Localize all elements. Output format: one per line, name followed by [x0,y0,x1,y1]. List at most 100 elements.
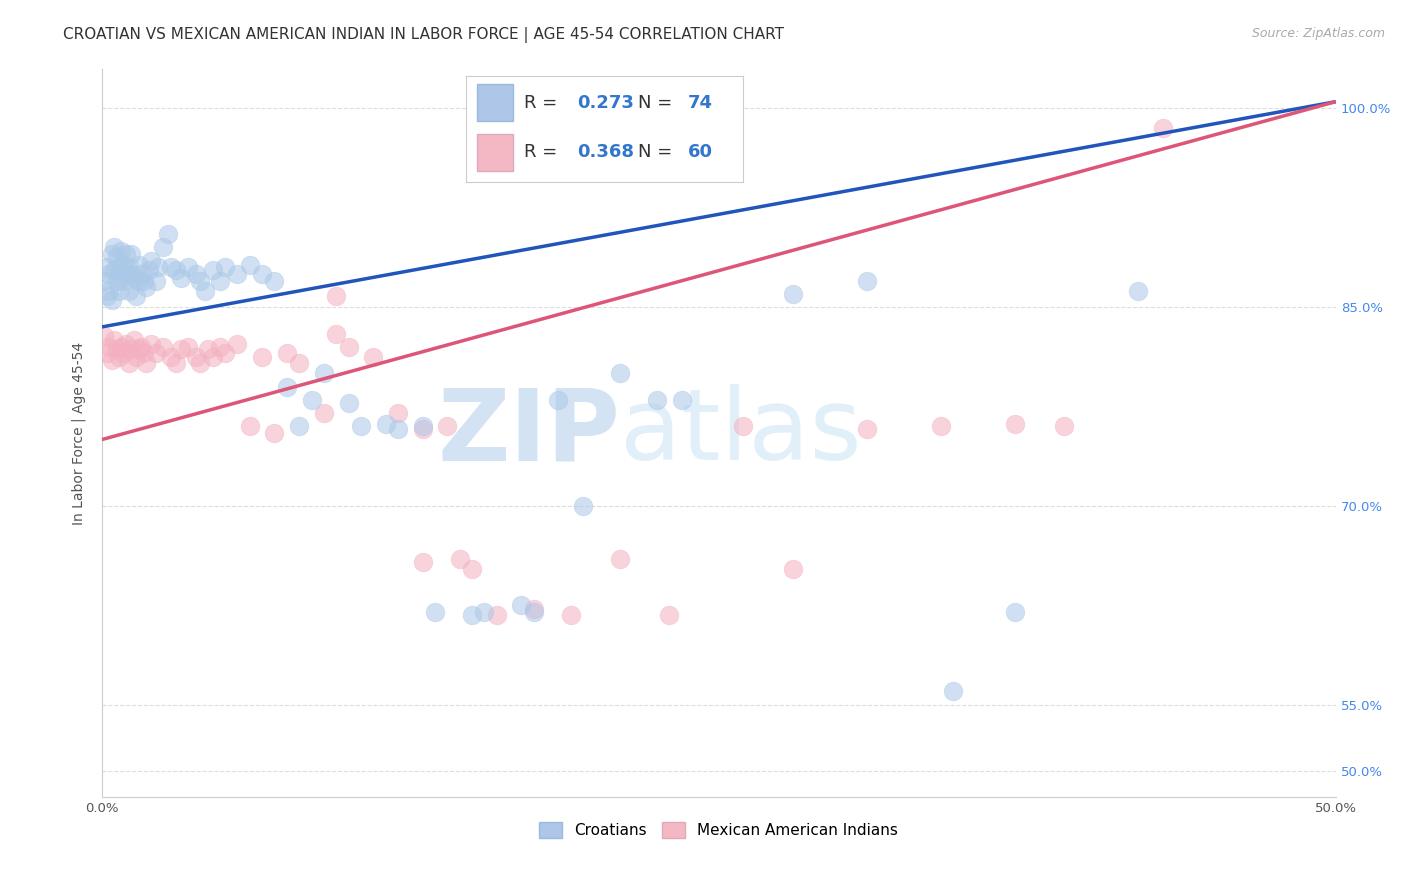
Point [105,343,128,357]
Point [239,258,262,272]
Point [118,356,141,370]
Point [145,346,167,360]
Text: ZIP: ZIP [437,384,620,482]
Point [782,562,804,576]
Point [132,346,155,360]
Point [105,274,128,288]
Point [782,286,804,301]
Point [139,337,162,351]
Point [177,260,200,275]
Point [423,605,446,619]
Point [125,351,148,365]
Point [110,244,132,259]
Y-axis label: In Labor Force | Age 45-54: In Labor Force | Age 45-54 [72,342,86,524]
Point [312,406,335,420]
Point [523,605,546,619]
Point [170,343,193,357]
Point [170,271,193,285]
Point [209,274,232,288]
Point [609,552,631,566]
Point [100,247,122,261]
Point [184,351,207,365]
Point [250,267,273,281]
Point [510,599,533,613]
Point [152,340,174,354]
Point [226,267,249,281]
Point [856,422,879,436]
Point [263,425,285,440]
Point [105,250,128,264]
Point [177,340,200,354]
Point [239,419,262,434]
Point [190,356,212,370]
Point [135,356,157,370]
Point [194,284,217,298]
Point [110,267,132,281]
Point [98,284,121,298]
Point [108,260,131,275]
Point [436,419,458,434]
Point [129,340,152,354]
Point [325,326,347,341]
Point [1053,419,1076,434]
Point [122,271,145,285]
Point [115,267,138,281]
Point [115,337,138,351]
Point [118,260,141,275]
Point [129,267,152,281]
Point [132,274,155,288]
Point [263,274,285,288]
Point [165,356,187,370]
Point [120,267,142,281]
Point [929,419,952,434]
Point [1004,417,1026,431]
Point [112,274,135,288]
Point [1152,121,1174,136]
Point [412,419,434,434]
Point [98,267,121,281]
Point [645,392,668,407]
Point [547,392,569,407]
Point [387,406,409,420]
Point [733,419,755,434]
Point [337,340,360,354]
Point [139,253,162,268]
Point [361,351,384,365]
Point [197,343,219,357]
Point [93,329,115,343]
Point [387,422,409,436]
Point [523,602,546,616]
Point [110,340,132,354]
Point [337,395,360,409]
Point [301,392,323,407]
Point [96,289,118,303]
Point [609,367,631,381]
Point [560,607,582,622]
Point [226,337,249,351]
Point [128,274,150,288]
Point [96,346,118,360]
Point [98,340,121,354]
Point [128,343,150,357]
Point [100,353,122,368]
Point [856,274,879,288]
Point [165,263,187,277]
Point [138,263,160,277]
Point [103,240,125,254]
Legend: Croatians, Mexican American Indians: Croatians, Mexican American Indians [533,816,904,845]
Point [209,340,232,354]
Point [276,379,298,393]
Point [449,552,471,566]
Point [572,499,595,513]
Point [145,274,167,288]
Point [350,419,373,434]
Point [325,289,347,303]
Point [201,263,224,277]
Point [122,333,145,347]
Point [96,260,118,275]
Point [103,263,125,277]
Point [159,260,181,275]
Point [148,260,170,275]
Point [157,227,180,242]
Point [184,267,207,281]
